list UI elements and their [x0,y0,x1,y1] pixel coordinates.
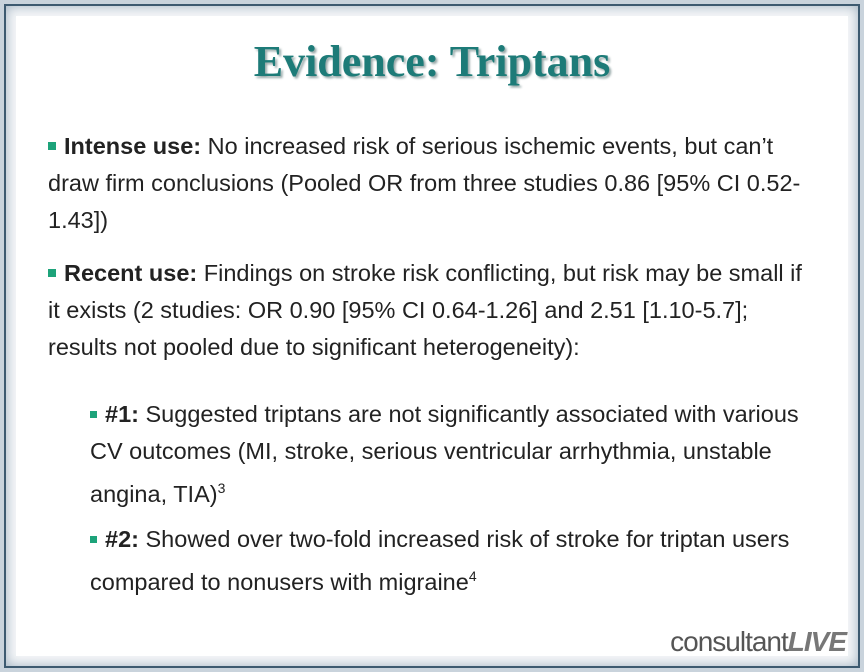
bullet: Intense use: No increased risk of seriou… [48,128,818,239]
bullet-lead: Recent use: [64,260,198,286]
logo-brand: consultant [670,626,789,657]
slide-frame [4,4,860,668]
slide-title: Evidence: Triptans [253,37,611,86]
sub-bullet-text: Showed over two-fold increased risk of s… [90,525,790,595]
sub-bullet: #2: Showed over two-fold increased risk … [90,521,818,601]
logo: consultantLIVE [670,626,847,658]
sub-bullet: #1: Suggested triptans are not significa… [90,396,818,513]
sub-bullet-lead: #2: [105,525,139,552]
bullet-text: No increased risk of serious ischemic ev… [48,133,801,233]
slide-body: Intense use: No increased risk of seriou… [48,128,818,609]
logo-suffix: LIVE [787,626,847,657]
reference: 4 [468,567,477,584]
bullet: Recent use: Findings on stroke risk conf… [48,255,818,366]
bullet-text: Findings on stroke risk conflicting, but… [48,260,802,360]
bullet-lead: Intense use: [64,133,202,159]
sub-bullet-lead: #1: [105,401,139,427]
reference: 3 [217,480,226,496]
sub-bullet-text: Suggested triptans are not significantly… [90,401,799,507]
slide-panel [16,16,848,656]
